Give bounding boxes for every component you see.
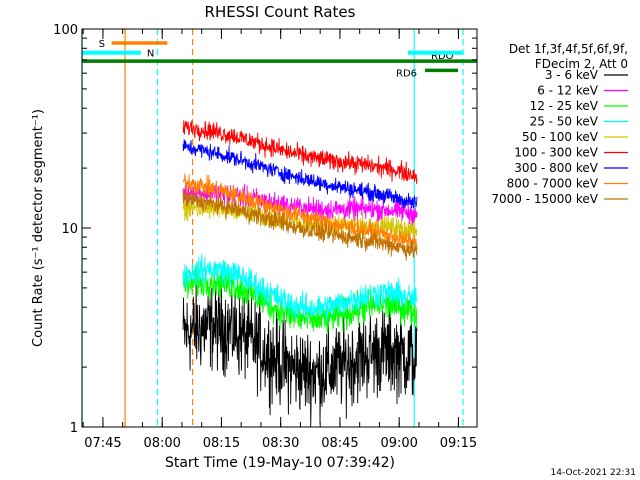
series-line-3-6keV — [182, 273, 418, 428]
footer-date: 14-Oct-2021 22:31 — [551, 468, 636, 478]
legend-label: 300 - 800 keV — [514, 161, 598, 175]
x-tick-label: 09:00 — [380, 436, 417, 451]
x-tick-label: 08:00 — [143, 436, 180, 451]
annotation-label-RD6: RD6 — [396, 68, 417, 79]
axis-layer: 100 10 1 07:45 08:00 08:15 08:30 08:45 09:00 09:1… — [53, 23, 477, 451]
legend-label: 12 - 25 keV — [530, 99, 599, 113]
y-tick-label: 1 — [70, 421, 78, 436]
legend-label: 800 - 7000 keV — [507, 177, 599, 191]
x-tick-label: 08:30 — [262, 436, 299, 451]
series-layer — [182, 120, 418, 428]
series-line-25-50keV — [182, 253, 418, 322]
legend: Det 1f,3f,4f,5f,6f,9f,FDecim 2, Att 03 -… — [491, 42, 628, 206]
annotation-label-N: N — [147, 49, 154, 60]
x-tick-label: 08:15 — [203, 436, 240, 451]
annotation-label-S: S — [99, 39, 105, 50]
legend-label: 3 - 6 keV — [545, 68, 599, 82]
annotation-layer: S N RD6 RDO — [82, 39, 477, 79]
chart-title: RHESSI Count Rates — [205, 3, 356, 21]
series-line-300-800keV — [182, 139, 418, 209]
x-tick-label: 09:15 — [440, 436, 477, 451]
x-axis-label: Start Time (19-May-10 07:39:42) — [165, 455, 395, 471]
series-line-800-7000keV — [182, 172, 418, 252]
series-line-12-25keV — [182, 262, 418, 334]
legend-label: 100 - 300 keV — [514, 146, 598, 160]
x-tick-label: 08:45 — [321, 436, 358, 451]
x-tick-label: 07:45 — [84, 436, 121, 451]
legend-label: 7000 - 15000 keV — [491, 192, 598, 206]
legend-label: 50 - 100 keV — [522, 130, 599, 144]
annotation-label-RDO: RDO — [431, 51, 454, 62]
series-line-7000-15000keV — [182, 187, 418, 261]
y-tick-label: 100 — [53, 23, 78, 38]
legend-label: 25 - 50 keV — [530, 115, 599, 129]
legend-header-line: Det 1f,3f,4f,5f,6f,9f, — [509, 42, 628, 56]
legend-label: 6 - 12 keV — [537, 84, 599, 98]
legend-header-line: FDecim 2, Att 0 — [535, 57, 628, 71]
series-line-100-300keV — [182, 120, 418, 184]
y-axis-label: Count Rate (s⁻¹ detector segment⁻¹) — [31, 109, 46, 347]
y-tick-label: 10 — [61, 222, 78, 237]
